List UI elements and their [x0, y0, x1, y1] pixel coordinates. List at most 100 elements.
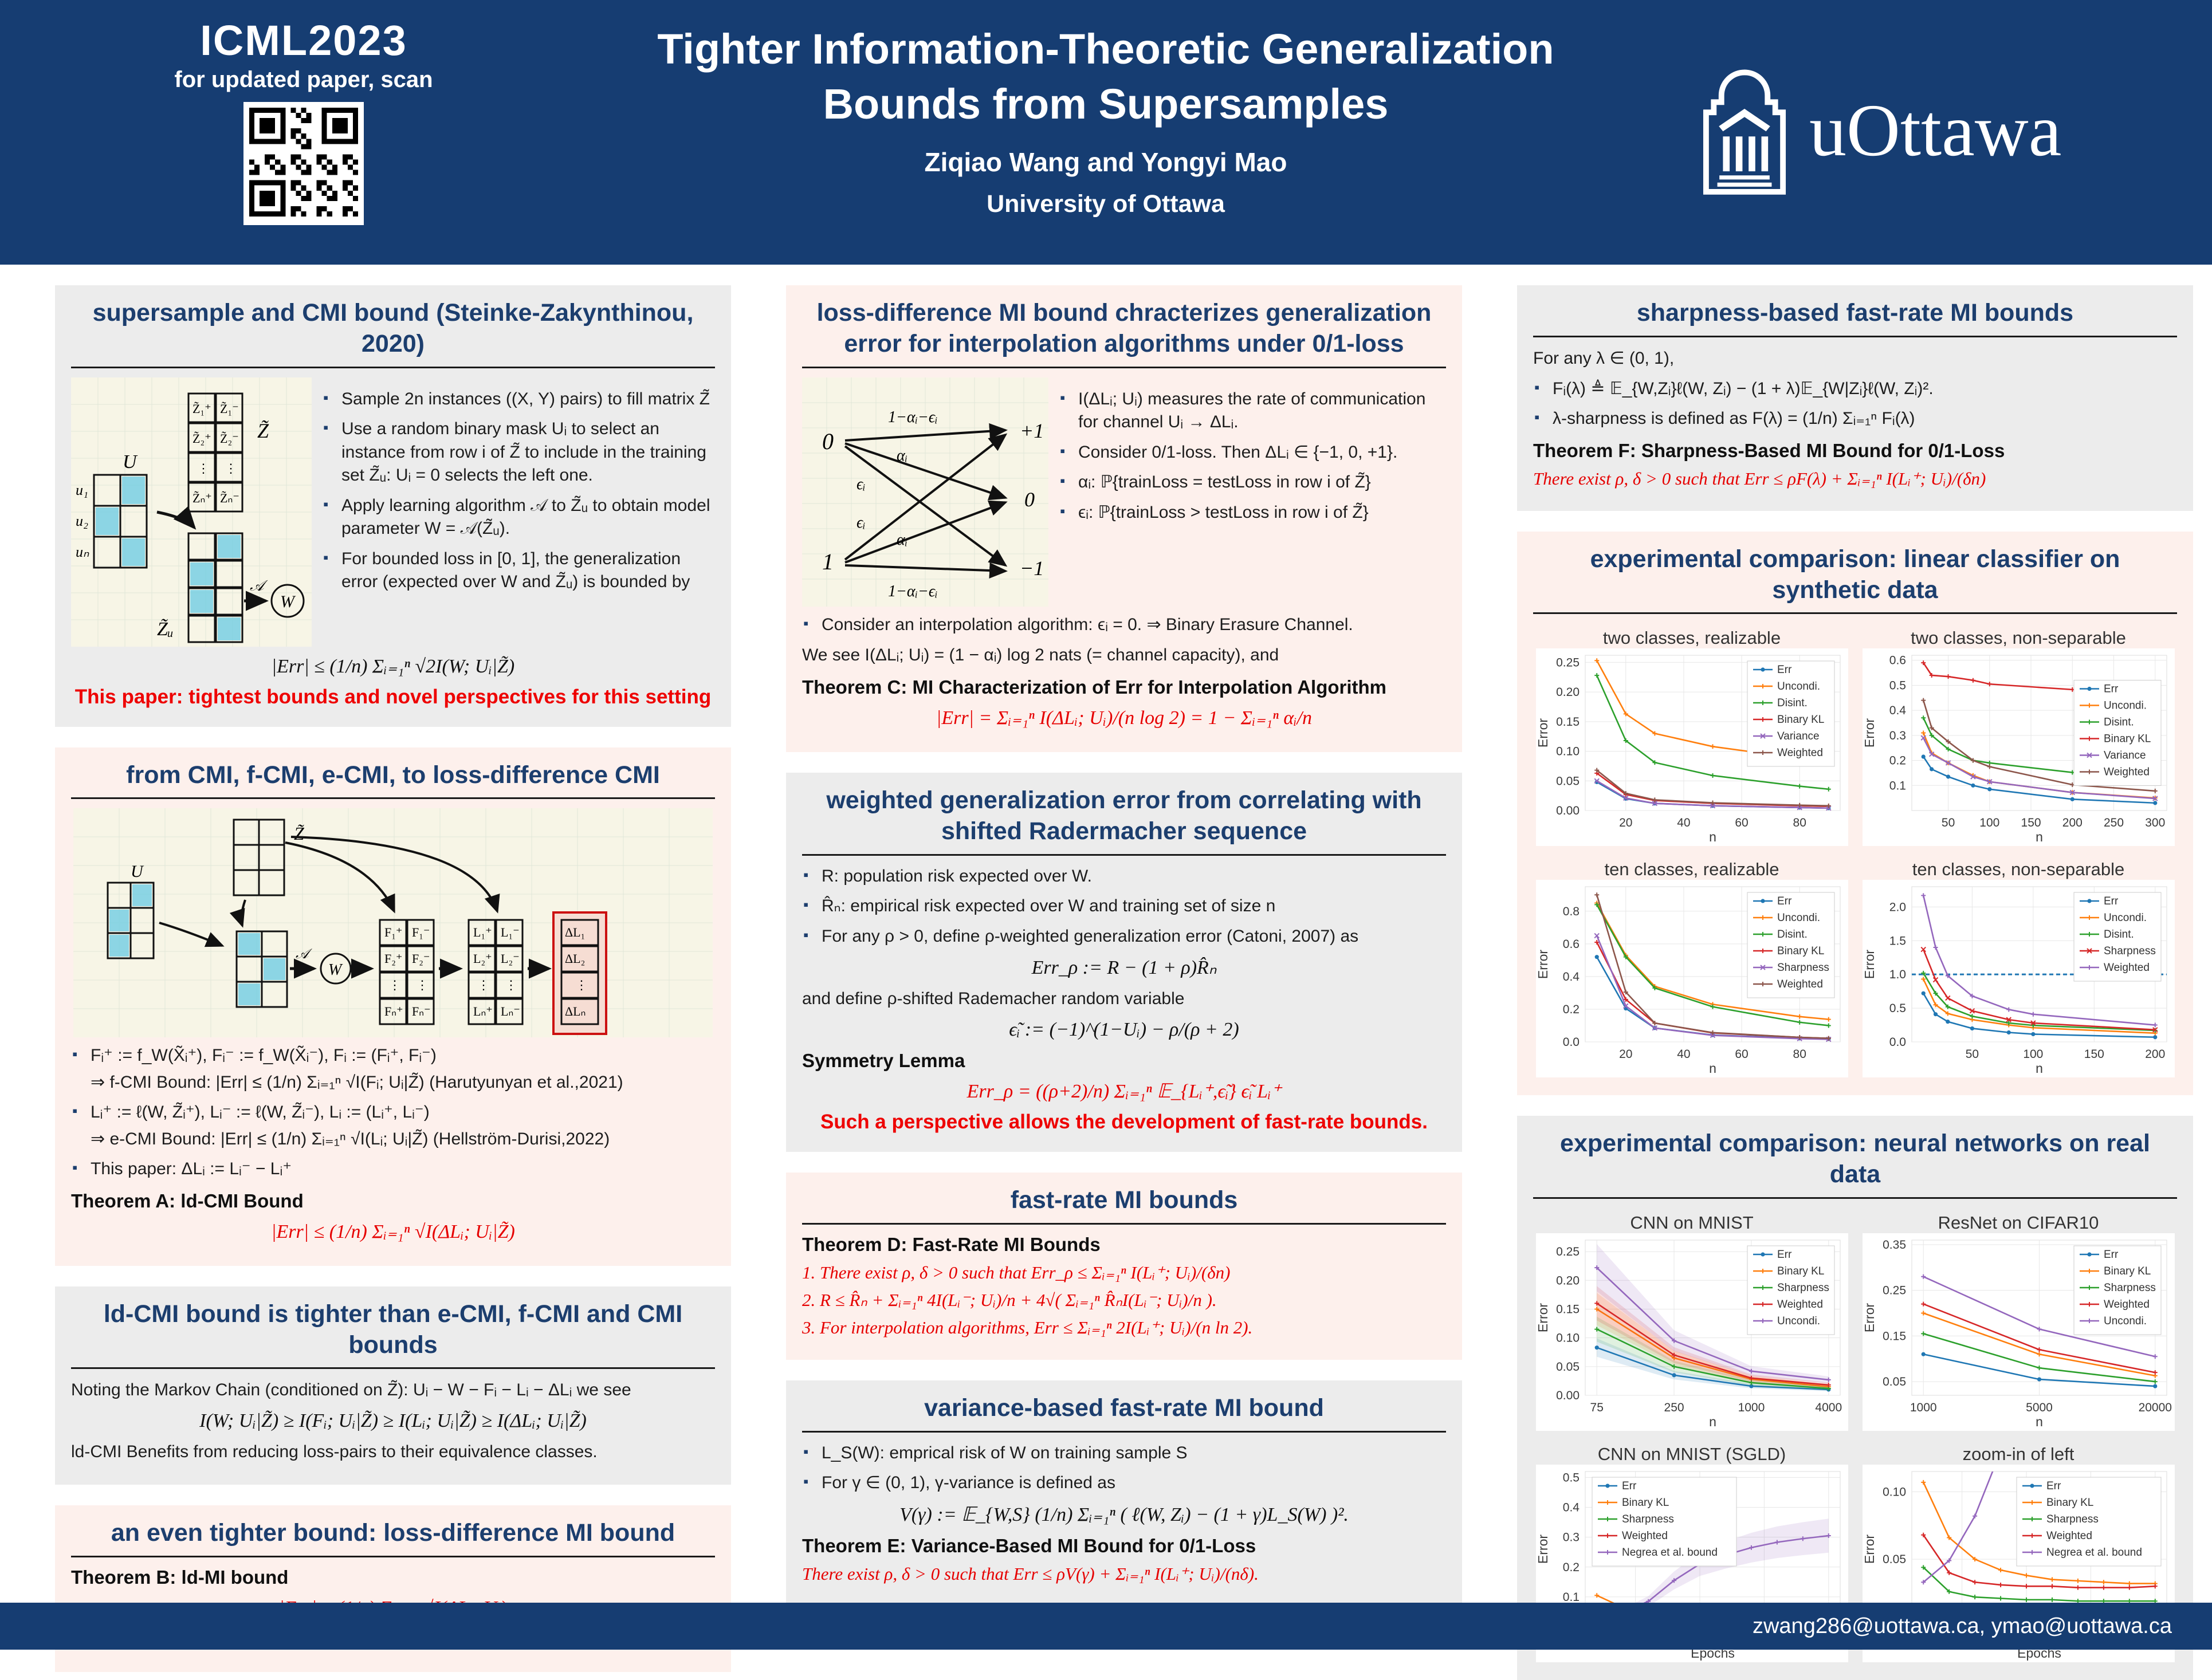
- svg-text:n: n: [2036, 829, 2043, 844]
- svg-text:Lₙ⁻: Lₙ⁻: [501, 1004, 520, 1018]
- title-rule: [1533, 1197, 2177, 1199]
- real-data-charts-grid: CNN on MNIST 0.00 0.05 0.10 0.15 0.20 0.25 75 2…: [1533, 1208, 2177, 1665]
- theorem-a-formula: |Err| ≤ (1/n) Σᵢ₌₁ⁿ √I(ΔLᵢ; Uᵢ|Z̃): [271, 1221, 515, 1242]
- section-sharpness: sharpness-based fast-rate MI bounds For …: [1517, 285, 2193, 511]
- svg-text:Negrea et al. bound: Negrea et al. bound: [2046, 1547, 2142, 1559]
- svg-text:L₂⁻: L₂⁻: [501, 951, 520, 966]
- theorem-f-statement: There exist ρ, δ > 0 such that Err ≤ ρF(…: [1533, 468, 1986, 489]
- svg-text:F₂⁻: F₂⁻: [412, 951, 430, 966]
- svg-text:F₁⁻: F₁⁻: [412, 925, 430, 939]
- svg-text:Err: Err: [2104, 683, 2119, 695]
- section-title: an even tighter bound: loss-difference M…: [111, 1519, 675, 1547]
- uottawa-logo: uOttawa: [1696, 63, 2061, 198]
- svg-text:L₁⁺: L₁⁺: [473, 925, 492, 939]
- poster-title: Tighter Information-Theoretic Generaliza…: [657, 25, 1554, 128]
- title-rule: [71, 366, 715, 368]
- title-rule: [1533, 612, 2177, 615]
- svg-text:Sharpness: Sharpness: [1777, 1282, 1829, 1294]
- svg-text:Sharpness: Sharpness: [1622, 1513, 1674, 1525]
- svg-text:⋮: ⋮: [197, 461, 210, 475]
- svg-text:Binary KL: Binary KL: [2046, 1497, 2093, 1509]
- svg-text:ΔL₁: ΔL₁: [565, 925, 585, 939]
- svg-text:0.5: 0.5: [1889, 1002, 1905, 1015]
- section-title: from CMI, f-CMI, e-CMI, to loss-differen…: [126, 761, 660, 789]
- chart-title: CNN on MNIST (SGLD): [1597, 1443, 1786, 1464]
- svg-text:uₙ: uₙ: [76, 544, 89, 560]
- svg-text:0.8: 0.8: [1562, 905, 1579, 918]
- chart-resnet-cifar10: ResNet on CIFAR10 0.05 0.15 0.25 0.35 1000 50…: [1862, 1208, 2175, 1434]
- svg-text:1−αᵢ−ϵᵢ: 1−αᵢ−ϵᵢ: [888, 583, 938, 600]
- svg-text:αᵢ: αᵢ: [897, 531, 907, 549]
- svg-text:0.1: 0.1: [1889, 780, 1905, 793]
- svg-text:0.4: 0.4: [1562, 1501, 1580, 1514]
- svg-text:1000: 1000: [1910, 1401, 1936, 1414]
- svg-text:Uncondi.: Uncondi.: [1777, 680, 1820, 693]
- bullet: ϵᵢ: ℙ{trainLoss > testLoss in row i of Z…: [1059, 501, 1443, 525]
- svg-text:Binary KL: Binary KL: [2104, 733, 2151, 745]
- title-rule: [802, 1222, 1446, 1225]
- svg-text:1000: 1000: [1738, 1401, 1765, 1414]
- svg-text:60: 60: [1735, 1048, 1748, 1061]
- section-title: sharpness-based fast-rate MI bounds: [1636, 299, 2074, 326]
- svg-text:Z̃₁⁻: Z̃₁⁻: [220, 402, 239, 416]
- svg-text:5000: 5000: [2026, 1401, 2053, 1414]
- svg-text:150: 150: [2084, 1048, 2104, 1061]
- svg-text:80: 80: [1793, 816, 1806, 829]
- theorem-e-statement: There exist ρ, δ > 0 such that Err ≤ ρV(…: [802, 1563, 1259, 1584]
- svg-text:40: 40: [1677, 1048, 1690, 1061]
- svg-text:Variance: Variance: [1777, 730, 1820, 742]
- svg-text:0.6: 0.6: [1562, 938, 1579, 951]
- chart-title: ten classes, realizable: [1604, 859, 1779, 880]
- svg-text:60: 60: [1735, 816, 1748, 829]
- erasure-channel-diagram: 0 1 +1 0 −1 1−αᵢ−ϵᵢ αᵢ ϵᵢ ϵᵢ αᵢ 1−αᵢ: [802, 377, 1048, 607]
- svg-text:250: 250: [1664, 1401, 1684, 1414]
- svg-text:Sharpness: Sharpness: [2046, 1513, 2099, 1525]
- bullet: Consider 0/1-loss. Then ΔLᵢ ∈ {−1, 0, +1…: [1059, 441, 1443, 465]
- svg-text:Weighted: Weighted: [2046, 1530, 2092, 1542]
- chart-title: ResNet on CIFAR10: [1938, 1212, 2099, 1233]
- svg-text:Binary KL: Binary KL: [1622, 1497, 1669, 1509]
- svg-text:Weighted: Weighted: [1777, 1299, 1823, 1311]
- svg-text:⋮: ⋮: [388, 978, 401, 992]
- column-middle: loss-difference MI bound chracterizes ge…: [786, 285, 1462, 1606]
- svg-text:0.2: 0.2: [1562, 1561, 1579, 1574]
- section-weighted-gen-error: weighted generalization error from corre…: [786, 773, 1462, 1152]
- chart-ten-classes-realizable: ten classes, realizable 0.0 0.2 0.4 0.6 0.8 2…: [1535, 855, 1848, 1080]
- symmetry-lemma-formula: Err_ρ = ((ρ+2)/n) Σᵢ₌₁ⁿ 𝔼_{Lᵢ⁺,ϵ̃ᵢ} ϵ̃ᵢ …: [966, 1081, 1282, 1102]
- qr-code: [243, 102, 364, 225]
- svg-text:Z̃ₙ⁻: Z̃ₙ⁻: [220, 491, 239, 505]
- cmi-chain-diagram: U Z̃: [73, 808, 713, 1038]
- svg-text:Fₙ⁻: Fₙ⁻: [412, 1004, 431, 1018]
- svg-text:Sharpness: Sharpness: [1777, 962, 1829, 974]
- svg-text:0.25: 0.25: [1883, 1284, 1906, 1297]
- cmi-bound-formula: |Err| ≤ (1/n) Σᵢ₌₁ⁿ √2I(W; Uᵢ|Z̃): [271, 655, 515, 677]
- svg-text:−1: −1: [1020, 557, 1044, 580]
- bullet: Consider an interpolation algorithm: ϵᵢ …: [802, 613, 1446, 637]
- svg-text:Z̃ᵤ: Z̃ᵤ: [157, 618, 174, 639]
- svg-text:0.00: 0.00: [1556, 804, 1580, 817]
- synthetic-charts-grid: two classes, realizable 0.00 0.05 0.10 0.15…: [1533, 623, 2177, 1080]
- svg-text:0.15: 0.15: [1556, 1303, 1580, 1316]
- svg-text:ϵᵢ: ϵᵢ: [856, 475, 866, 493]
- svg-text:ϵᵢ: ϵᵢ: [856, 514, 866, 532]
- theorem-d-item: 3. For interpolation algorithms, Err ≤ Σ…: [802, 1317, 1253, 1337]
- svg-text:Error: Error: [1536, 1303, 1550, 1332]
- section-title: ld-CMI bound is tighter than e-CMI, f-CM…: [103, 1300, 683, 1359]
- svg-text:Error: Error: [1863, 1303, 1877, 1332]
- svg-text:100: 100: [2023, 1048, 2043, 1061]
- svg-text:n: n: [2036, 1414, 2043, 1429]
- svg-text:50: 50: [1941, 816, 1954, 829]
- svg-text:⋮: ⋮: [416, 978, 429, 992]
- svg-text:250: 250: [2104, 816, 2124, 829]
- svg-text:0.4: 0.4: [1562, 970, 1580, 983]
- cmi-chain-bullets: Fᵢ⁺ := f_W(X̃ᵢ⁺), Fᵢ⁻ := f_W(X̃ᵢ⁻), Fᵢ :…: [71, 1044, 715, 1181]
- sharpness-bullets: Fᵢ(λ) ≜ 𝔼_{W,Zᵢ}ℓ(W, Zᵢ) − (1 + λ)𝔼_{W|Z…: [1533, 377, 2177, 431]
- contact-emails: zwang286@uottawa.ca, ymao@uottawa.ca: [1752, 1614, 2172, 1638]
- svg-text:Z̃ₙ⁺: Z̃ₙ⁺: [192, 491, 212, 505]
- chart-two-classes-realizable: two classes, realizable 0.00 0.05 0.10 0.15…: [1535, 623, 1848, 849]
- svg-text:Weighted: Weighted: [1777, 978, 1823, 990]
- svg-text:0.05: 0.05: [1883, 1375, 1906, 1388]
- svg-text:ΔLₙ: ΔLₙ: [565, 1004, 586, 1018]
- interpolation-bullet-5: Consider an interpolation algorithm: ϵᵢ …: [802, 613, 1446, 637]
- svg-text:0.15: 0.15: [1883, 1329, 1906, 1343]
